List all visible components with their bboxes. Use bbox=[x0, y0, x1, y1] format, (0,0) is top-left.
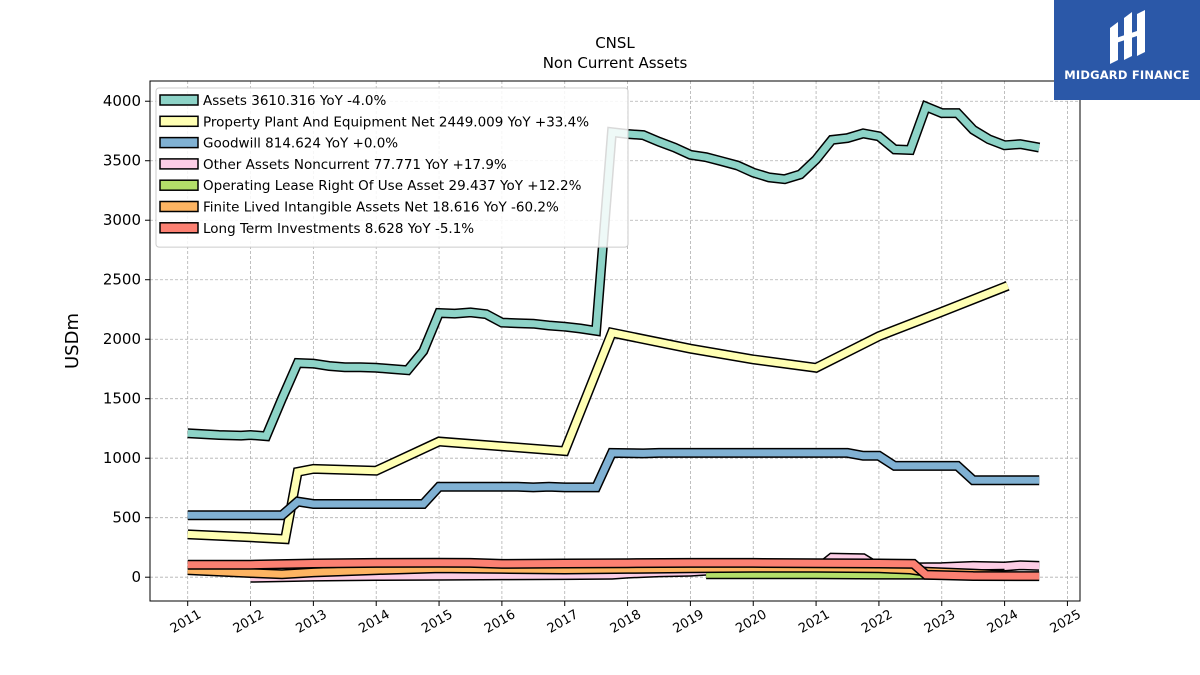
series-line-7 bbox=[187, 557, 1040, 582]
series-stroke bbox=[187, 559, 1040, 580]
legend: Assets 3610.316 YoY -4.0% Property Plant … bbox=[155, 87, 629, 248]
x-tick-label: 2013 bbox=[294, 607, 330, 637]
series-line-3 bbox=[187, 447, 1040, 521]
legend-label: Finite Lived Intangible Assets Net 18.61… bbox=[203, 200, 559, 216]
legend-label: Goodwill 814.624 YoY +0.0% bbox=[203, 136, 398, 152]
legend-label: Other Assets Noncurrent 77.771 YoY +17.9… bbox=[203, 157, 507, 173]
x-tick-label: 2020 bbox=[733, 607, 769, 637]
x-tick-label: 2019 bbox=[671, 607, 707, 637]
series-line-2 bbox=[187, 281, 1010, 545]
y-tick-label: 3000 bbox=[103, 211, 141, 229]
x-tick-label: 2011 bbox=[168, 607, 204, 637]
y-tick-label: 1500 bbox=[103, 390, 141, 408]
x-axis: 2011 2012 2013 2014 2015 2016 2017 2018 2019 2020… bbox=[168, 601, 1084, 637]
y-tick-label: 1000 bbox=[103, 449, 141, 467]
plot-frame bbox=[149, 80, 1081, 602]
legend-label: Operating Lease Right Of Use Asset 29.43… bbox=[203, 178, 582, 194]
legend-swatch bbox=[159, 179, 199, 191]
logo-mark-icon bbox=[1110, 10, 1145, 64]
x-tick-label: 2022 bbox=[859, 607, 895, 637]
series-layer bbox=[187, 99, 1041, 583]
x-tick-label: 2012 bbox=[231, 607, 267, 637]
series-stroke bbox=[187, 282, 1009, 543]
chart-subtitle: Non Current Assets bbox=[543, 54, 688, 72]
series-stroke bbox=[187, 449, 1040, 519]
y-tick-label: 500 bbox=[112, 509, 141, 527]
legend-swatch bbox=[159, 136, 199, 149]
x-tick-label: 2025 bbox=[1048, 607, 1084, 637]
y-tick-label: 3500 bbox=[103, 152, 141, 170]
x-tick-label: 2017 bbox=[545, 607, 581, 637]
x-tick-label: 2024 bbox=[985, 607, 1021, 637]
legend-swatch bbox=[159, 158, 199, 170]
legend-label: Property Plant And Equipment Net 2449.00… bbox=[203, 114, 589, 130]
x-tick-label: 2023 bbox=[922, 607, 958, 637]
x-tick-label: 2014 bbox=[356, 607, 392, 637]
legend-box bbox=[155, 87, 629, 248]
brand-name: MIDGARD FINANCE bbox=[1064, 68, 1190, 82]
legend-label: Assets 3610.316 YoY -4.0% bbox=[203, 93, 387, 109]
brand-logo: MIDGARD FINANCE bbox=[1054, 0, 1200, 100]
y-axis-label: USDm bbox=[62, 313, 83, 369]
y-tick-label: 0 bbox=[131, 568, 141, 586]
legend-swatch bbox=[159, 94, 199, 106]
y-tick-label: 2500 bbox=[103, 271, 141, 289]
legend-swatch bbox=[159, 222, 199, 234]
x-tick-label: 2021 bbox=[796, 607, 832, 637]
chart-title: CNSL bbox=[595, 34, 635, 52]
legend-label: Long Term Investments 8.628 YoY -5.1% bbox=[203, 221, 474, 237]
legend-swatch bbox=[159, 115, 199, 128]
legend-swatch bbox=[159, 200, 199, 213]
x-tick-label: 2015 bbox=[419, 607, 455, 637]
y-tick-label: 4000 bbox=[103, 92, 141, 110]
y-tick-label: 2000 bbox=[103, 330, 141, 348]
x-tick-label: 2018 bbox=[608, 607, 644, 637]
x-tick-label: 2016 bbox=[482, 607, 518, 637]
y-axis: 0 500 1000 1500 2000 2500 3000 3500 4000 bbox=[103, 92, 150, 586]
